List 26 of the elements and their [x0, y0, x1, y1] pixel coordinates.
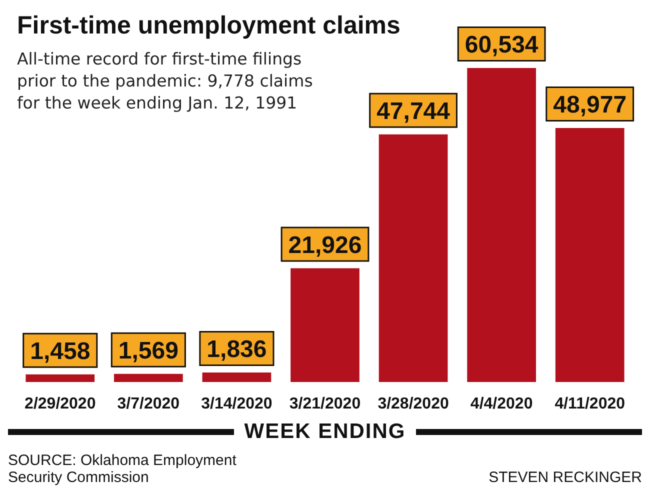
data-label: 47,744 [376, 98, 451, 125]
text: STEVEN RECKINGER [488, 469, 642, 486]
bar [114, 374, 183, 382]
x-tick-label: 3/21/2020 [289, 396, 361, 412]
x-tick-label: 3/28/2020 [378, 396, 449, 412]
data-label: 48,977 [553, 91, 627, 118]
x-tick-label: 4/4/2020 [470, 396, 533, 412]
bar [26, 374, 95, 382]
bar [378, 134, 448, 382]
chart-subtitle: All-time record for first-time filings prior to the pandemic: 9,778 claims for the week ending Jan. 12, 1991 [17, 50, 318, 112]
bar [467, 68, 536, 382]
data-label: 1,569 [118, 337, 178, 364]
bar [290, 268, 360, 382]
chart-title: First-time unemployment claims [17, 12, 400, 40]
data-label: 21,926 [288, 232, 362, 259]
x-axis-title: WEEK ENDING [244, 420, 406, 444]
data-label: 60,534 [464, 32, 539, 58]
x-tick-label: 2/29/2020 [24, 396, 96, 412]
x-tick-label: 3/14/2020 [201, 396, 272, 412]
bar [555, 128, 624, 382]
x-tick-label: 4/11/2020 [554, 396, 626, 412]
data-label: 1,458 [30, 338, 90, 365]
data-label: 1,836 [206, 336, 267, 363]
x-tick-label: 3/7/2020 [117, 396, 180, 412]
bar [202, 372, 272, 382]
source-note: SOURCE: Oklahoma Employment Security Commission [8, 452, 238, 486]
